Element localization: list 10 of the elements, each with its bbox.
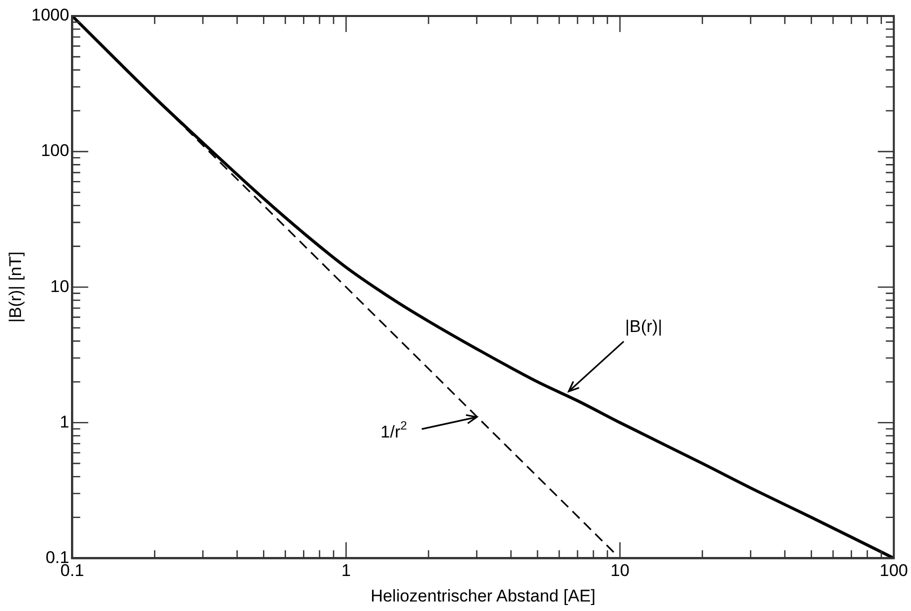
y-tick-label: 10 — [50, 276, 70, 296]
y-tick-label: 1000 — [31, 6, 70, 25]
x-tick-label: 100 — [880, 561, 908, 580]
x-tick-label: 10 — [610, 561, 630, 580]
x-axis-title: Heliozentrischer Abstand [AE] — [370, 586, 596, 606]
annotation: |B(r)| — [625, 317, 662, 336]
y-axis-title: |B(r)| [nT] — [6, 252, 25, 323]
y-tick-label: 100 — [40, 141, 70, 160]
y-tick-label: 1 — [60, 412, 70, 432]
x-tick-label: 1 — [341, 561, 351, 580]
